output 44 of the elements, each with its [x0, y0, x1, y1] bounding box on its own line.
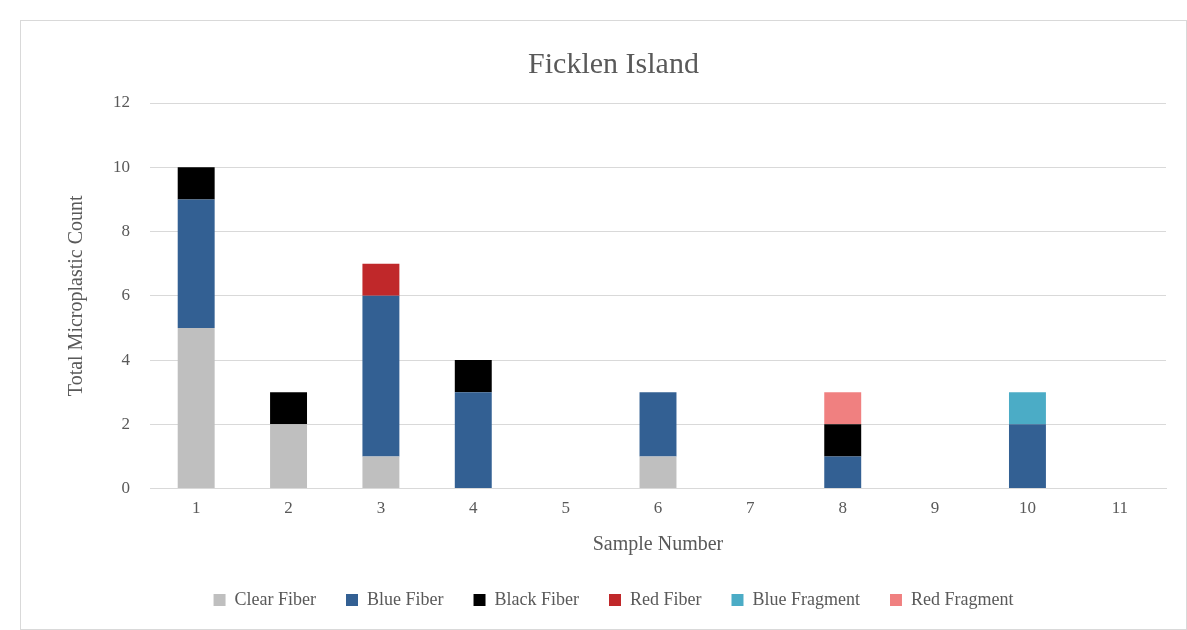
legend-label: Black Fiber [494, 588, 579, 609]
y-tick-label: 8 [121, 221, 130, 240]
x-tick-label: 9 [930, 498, 940, 518]
x-tick-label: 5 [561, 498, 570, 518]
bar [177, 199, 215, 328]
y-tick-label: 4 [121, 349, 131, 369]
y-axis-title: Total Microplastic Count [64, 194, 88, 397]
bar [362, 263, 400, 296]
bar [177, 167, 215, 200]
y-tick-label: 10 [113, 156, 130, 176]
x-tick-label: 8 [838, 498, 847, 518]
x-tick-label: 11 [1111, 498, 1129, 518]
y-tick-label: 6 [121, 285, 130, 305]
bar [270, 424, 308, 489]
bar [454, 360, 492, 393]
chart-title: Ficklen Island [528, 45, 699, 79]
legend-label: Clear Fiber [234, 588, 317, 609]
x-tick-label: 7 [746, 498, 756, 518]
x-tick-label: 1 [191, 498, 201, 518]
bar [362, 295, 400, 457]
bar [177, 327, 215, 489]
x-tick-label: 10 [1018, 498, 1036, 518]
bar [1008, 424, 1046, 489]
x-tick-label: 6 [653, 498, 663, 518]
x-axis-title: Sample Number [592, 532, 724, 556]
bar [270, 392, 308, 425]
y-tick-label: 12 [113, 92, 130, 112]
bar [824, 424, 862, 457]
bar [639, 392, 677, 457]
legend-label: Blue Fiber [367, 588, 444, 609]
legend-label: Red Fiber [630, 588, 702, 609]
bar [1008, 392, 1046, 425]
x-tick-label: 4 [469, 498, 479, 518]
legend-label: Red Fragment [910, 588, 1014, 609]
y-tick-label: 0 [121, 478, 130, 498]
bar [824, 456, 862, 489]
y-tick-label: 2 [121, 413, 130, 433]
bar [824, 392, 862, 425]
bar [362, 456, 400, 489]
x-tick-label: 3 [376, 498, 386, 518]
legend-label: Blue Fragment [752, 588, 860, 609]
bar [454, 392, 492, 489]
bar [639, 456, 677, 489]
x-tick-label: 2 [284, 498, 293, 518]
